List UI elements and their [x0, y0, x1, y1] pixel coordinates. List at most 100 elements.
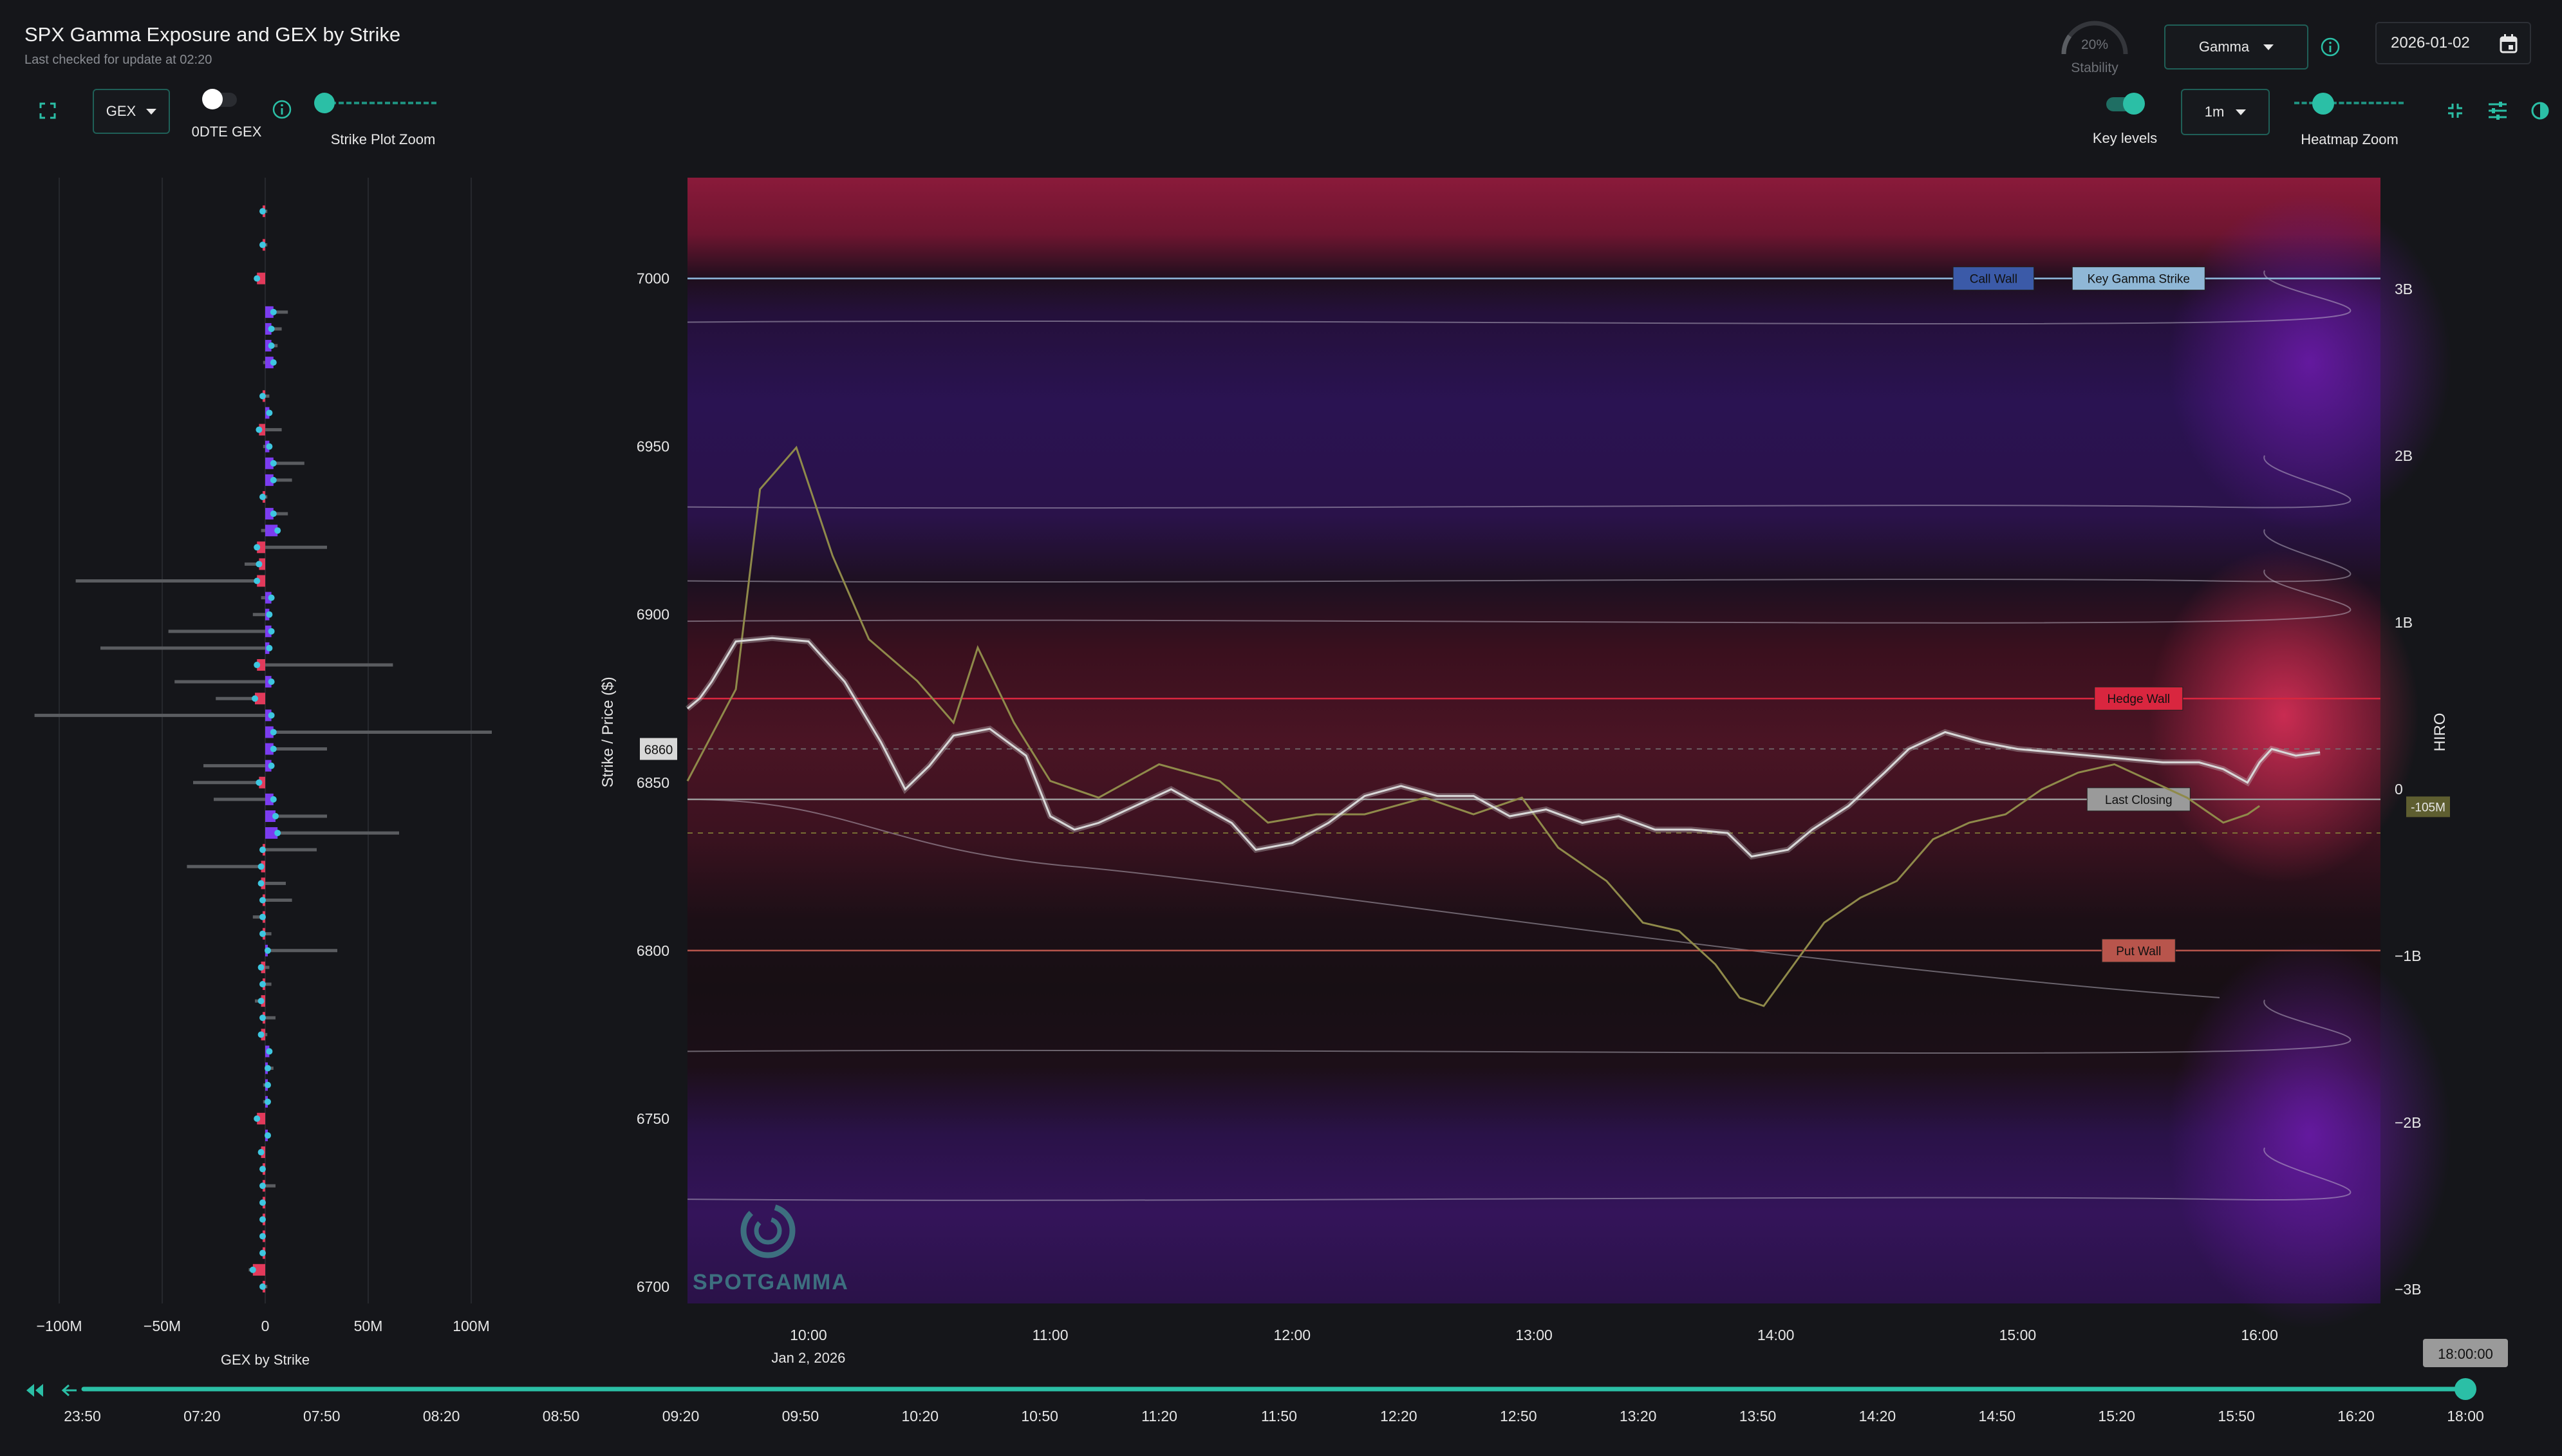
stability-label: Stability: [2071, 61, 2118, 75]
gex-odte-bar: [265, 508, 274, 520]
level-tag-box: [2071, 266, 2205, 291]
info-icon[interactable]: [269, 97, 295, 122]
x-tick-label: 11:00: [1033, 1327, 1069, 1343]
arrow-left-icon[interactable]: [57, 1377, 82, 1403]
x-tick-label: 14:00: [1757, 1327, 1795, 1343]
date-picker[interactable]: 2026-01-02: [2375, 22, 2531, 64]
hiro-marker-box: [2406, 796, 2450, 817]
gex-marker: [259, 1014, 266, 1022]
timeline-tick-label: 11:20: [1141, 1408, 1177, 1424]
metric-select[interactable]: Gamma: [2164, 24, 2308, 70]
level-tag-label: Call Wall: [1970, 273, 2017, 286]
timeline-slider[interactable]: 18:00:00 23:50 07:20 07:50 08:20 08:50 09:20 09…: [0, 1332, 2562, 1456]
calendar-icon: [2500, 34, 2518, 53]
y2-axis-title: HIRO: [2431, 713, 2449, 751]
settings-sliders-icon[interactable]: [2483, 97, 2512, 125]
price-marker-label: 6860: [644, 743, 673, 758]
price-marker-box: [640, 738, 677, 760]
timeline-handle[interactable]: [2454, 1378, 2476, 1400]
heatmap-zoom-slider[interactable]: [2293, 91, 2409, 115]
collapse-icon[interactable]: [2442, 98, 2468, 124]
fullscreen-icon[interactable]: [35, 98, 61, 124]
gex-marker: [266, 644, 273, 651]
gex-marker: [266, 409, 273, 416]
chevron-down-icon: [146, 108, 157, 115]
timeline-tick-label: 13:20: [1620, 1408, 1657, 1424]
timeline-tick-label: 09:20: [662, 1408, 700, 1424]
level-tag-put-wall: Put Wall: [2101, 938, 2176, 963]
level-tag-box: [1952, 266, 2035, 291]
gex-marker: [270, 729, 277, 736]
strike-x-axis-title: GEX by Strike: [221, 1352, 310, 1368]
y-axis-title: Strike / Price ($): [599, 677, 617, 787]
gex-marker: [265, 1132, 271, 1139]
timeline-tick-label: 18:00: [2447, 1408, 2484, 1424]
rewind-icon[interactable]: [22, 1377, 48, 1403]
interval-select[interactable]: 1m: [2181, 89, 2270, 135]
gex-marker: [254, 577, 261, 584]
heatmap-background: [687, 178, 2380, 1303]
gex-marker: [259, 1249, 266, 1256]
stability-value: 20%: [2080, 37, 2109, 52]
strike-x-tick-label: 0: [261, 1318, 270, 1334]
gex-marker: [266, 443, 273, 450]
gex-marker: [249, 1266, 256, 1273]
gex-select[interactable]: GEX: [93, 89, 170, 134]
timeline-tick-label: 14:20: [1859, 1408, 1896, 1424]
gex-marker: [259, 1199, 266, 1206]
y-tick-label: 6700: [637, 1278, 669, 1295]
gex-marker: [265, 947, 271, 954]
gex-odte-bar: [252, 1264, 265, 1276]
y-tick-label: 6800: [637, 942, 669, 959]
info-icon[interactable]: [2317, 34, 2343, 60]
chevron-down-icon: [2263, 44, 2274, 50]
gex-marker: [254, 275, 261, 282]
gex-by-strike-chart: −100M −50M 0 50M 100M GEX by Strike: [34, 178, 492, 1368]
strike-x-tick-label: −50M: [144, 1318, 181, 1334]
timeline-tick-label: 08:20: [423, 1408, 460, 1424]
gex-marker: [268, 628, 275, 635]
gex-marker: [268, 342, 275, 350]
gex-marker: [252, 695, 258, 702]
gex-odte-bar: [265, 457, 274, 469]
gex-marker: [272, 812, 279, 819]
gex-odte-bar: [265, 525, 278, 537]
level-tag-box: [2101, 938, 2176, 963]
strike-zoom-slider[interactable]: [314, 91, 443, 115]
y-tick-label: 6750: [637, 1110, 669, 1127]
key-levels-label: Key levels: [2092, 130, 2158, 146]
gex-marker: [270, 359, 277, 366]
level-tag-label: Put Wall: [2116, 945, 2161, 958]
gex-marker: [268, 594, 275, 601]
metric-select-value: Gamma: [2198, 39, 2250, 55]
gex-marker: [265, 1065, 271, 1072]
positive-gamma-glow: [2168, 942, 2451, 1329]
timeline-tick-label: 11:50: [1261, 1408, 1297, 1424]
gex-odte-bar: [257, 659, 265, 671]
timeline-tick-label: 14:50: [1979, 1408, 2016, 1424]
timeline-current-box: [2423, 1339, 2508, 1367]
key-levels-toggle[interactable]: [2104, 93, 2146, 115]
strike-x-tick-label: 50M: [354, 1318, 383, 1334]
gex-odte-bar: [257, 1112, 265, 1125]
x-tick-label: 12:00: [1274, 1327, 1311, 1343]
x-tick-label: 16:00: [2241, 1327, 2278, 1343]
gex-odte-bar: [265, 306, 274, 318]
gex-marker: [259, 208, 266, 215]
interval-select-value: 1m: [2204, 104, 2225, 120]
gex-marker: [259, 897, 266, 904]
stability-gauge: 20% Stability: [2057, 18, 2132, 77]
level-tag-label: Hedge Wall: [2108, 693, 2171, 706]
x-tick-label: 15:00: [1999, 1327, 2037, 1343]
y2-tick-label: −2B: [2395, 1114, 2422, 1131]
odte-toggle[interactable]: [201, 88, 241, 109]
level-tag-key-gamma-strike: Key Gamma Strike: [2071, 266, 2205, 291]
gex-odte-bar: [257, 272, 265, 285]
gex-marker: [254, 662, 261, 669]
timeline-tick-label: 10:50: [1021, 1408, 1058, 1424]
contrast-icon[interactable]: [2526, 97, 2554, 125]
gamma-contour-line: [687, 798, 2220, 998]
gex-marker: [254, 544, 261, 551]
gamma-contour-line: [687, 569, 2352, 624]
gex-odte-bar: [265, 827, 278, 839]
